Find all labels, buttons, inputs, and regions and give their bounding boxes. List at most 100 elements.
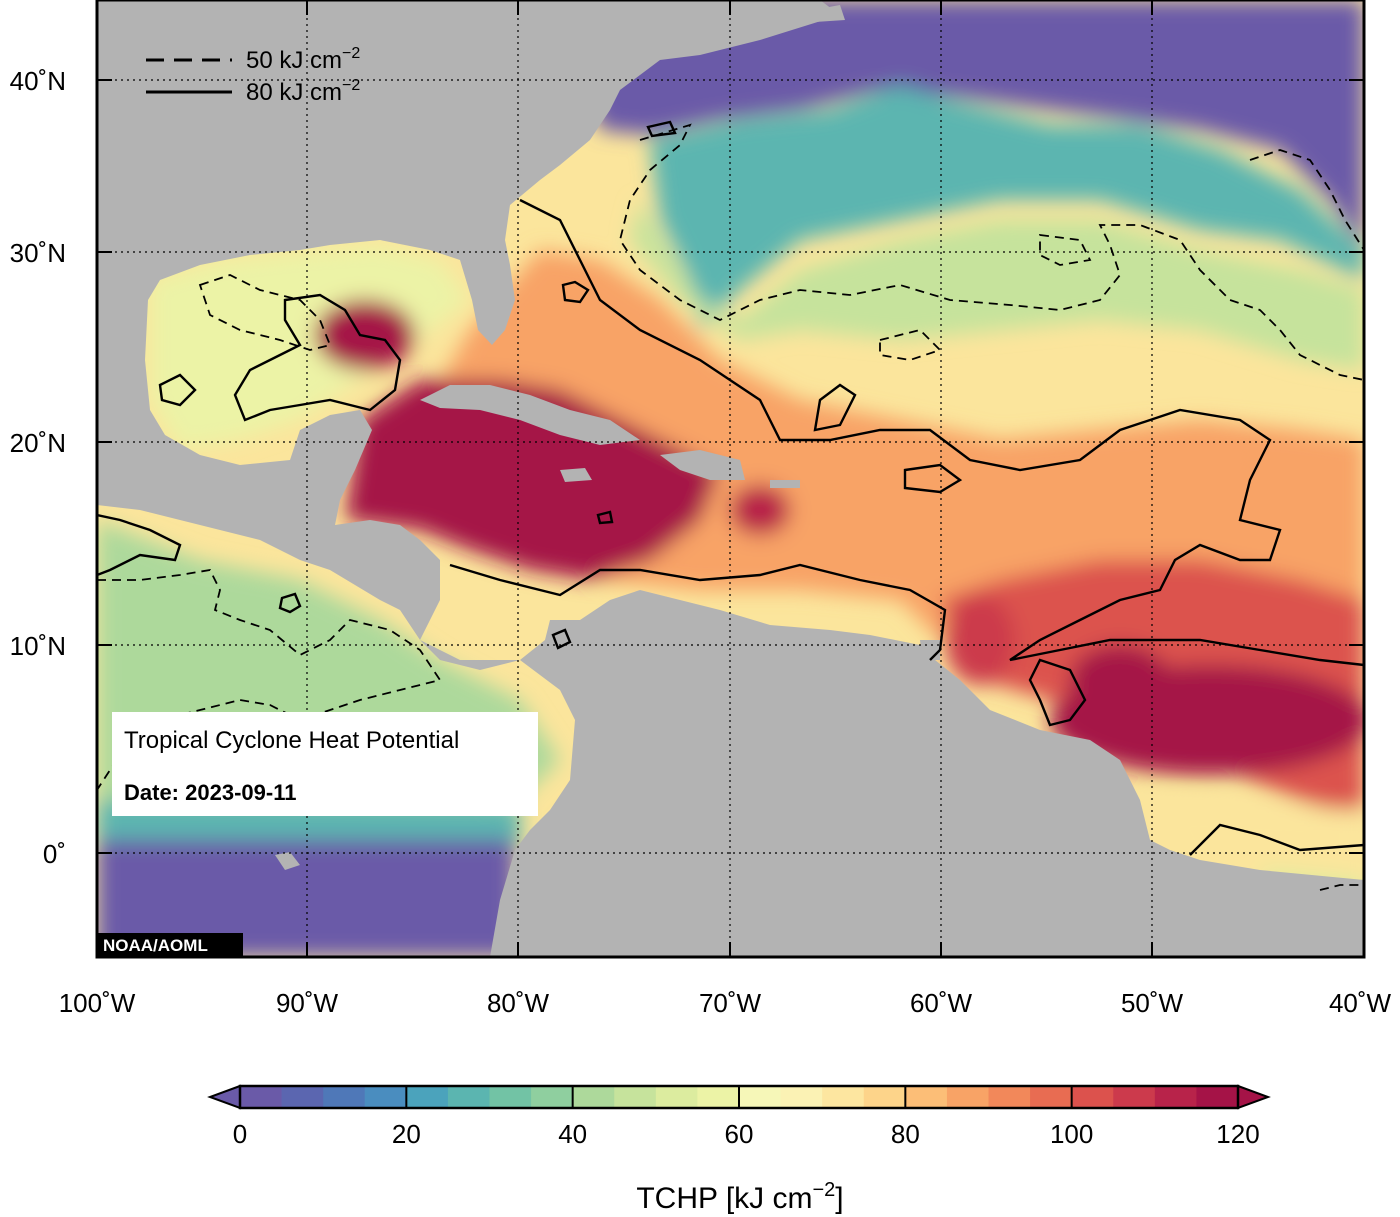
gulf-stream-teal — [650, 85, 1364, 330]
colorbar-cell — [406, 1086, 449, 1108]
colorbar-cell — [572, 1086, 615, 1108]
credit-box: NOAA/AOML — [98, 933, 243, 956]
colorbar-cell — [240, 1086, 283, 1108]
gulf-of-mexico-field — [150, 245, 470, 450]
colorbar-cell — [780, 1086, 823, 1108]
hot-core-antilles — [730, 485, 790, 535]
lat-label-0: 0˚ — [43, 839, 66, 869]
lon-label-90w: 90˚W — [276, 988, 339, 1018]
contours-80 — [97, 120, 1364, 856]
colorbar-tick-label: 100 — [1050, 1119, 1093, 1149]
lon-label-60w: 60˚W — [910, 988, 973, 1018]
info-box-bg — [112, 712, 538, 816]
lon-label-70w: 70˚W — [699, 988, 762, 1018]
axis-ticks — [97, 0, 1364, 957]
lat-label-40n: 40˚N — [10, 66, 66, 96]
contour-50-pacific — [97, 569, 442, 791]
lat-labels: 40˚N 30˚N 20˚N 10˚N 0˚ — [10, 66, 66, 869]
colorbar-cell — [1071, 1086, 1114, 1108]
colorbar-cell — [905, 1086, 948, 1108]
colorbar-tick-label: 0 — [233, 1119, 247, 1149]
contour-50-east-bottom — [1319, 884, 1364, 891]
gulf-stream-green — [630, 200, 1364, 370]
colorbar-cell — [281, 1086, 324, 1108]
colorbar-cell — [863, 1086, 906, 1108]
info-box: Tropical Cyclone Heat Potential Date: 20… — [112, 712, 538, 816]
contour-80-atlantic — [519, 198, 1364, 667]
colorbar-cell — [1196, 1086, 1239, 1108]
land-hispaniola — [660, 450, 745, 480]
colorbar-ticks: 0 20 40 60 80 100 120 — [233, 1086, 1260, 1149]
credit-text: NOAA/AOML — [103, 936, 208, 955]
contour-50-loop-2 — [879, 329, 942, 361]
colorbar: 0 20 40 60 80 100 120 TCHP [kJ cm−2] — [207, 1084, 1271, 1215]
lon-label-40w: 40˚W — [1329, 988, 1392, 1018]
legend-solid-label: 80 kJ cm−2 — [246, 77, 360, 106]
colorbar-cell — [946, 1086, 989, 1108]
credit-bg — [98, 933, 243, 956]
hot-core-guiana — [945, 595, 1015, 685]
land-puerto-rico — [770, 480, 800, 488]
colorbar-tick-label: 40 — [558, 1119, 587, 1149]
colorbar-cell — [697, 1086, 740, 1108]
contour-80-brazil — [1189, 823, 1364, 856]
colorbar-cell — [655, 1086, 698, 1108]
contour-80-small-2 — [813, 383, 857, 432]
contour-50-east — [1249, 149, 1364, 251]
contour-80-small-3 — [903, 463, 963, 494]
colorbar-tick-label: 20 — [392, 1119, 421, 1149]
colorbar-tick-label: 60 — [725, 1119, 754, 1149]
contour-80-small-6 — [646, 120, 677, 138]
colorbar-cell — [822, 1086, 865, 1108]
land — [97, 0, 1364, 957]
land-jamaica — [560, 468, 592, 482]
colorbar-cell — [323, 1086, 366, 1108]
colorbar-label: TCHP [kJ cm−2] — [636, 1179, 843, 1215]
pacific-cold — [97, 840, 515, 957]
lat-label-30n: 30˚N — [10, 238, 66, 268]
colorbar-under-arrow — [207, 1084, 241, 1110]
colorbar-cell — [614, 1086, 657, 1108]
colorbar-cell — [531, 1086, 574, 1108]
contour-50-loop-1 — [1039, 233, 1092, 266]
contour-80-gulf — [233, 293, 402, 422]
lat-label-10n: 10˚N — [10, 631, 66, 661]
land-cape-cod — [812, 5, 845, 22]
contour-80-pacific — [97, 513, 182, 577]
contour-50-gulf — [198, 274, 332, 351]
contour-80-pacific-loop — [278, 592, 302, 614]
lon-label-100w: 100˚W — [59, 988, 136, 1018]
land-cuba — [420, 385, 640, 445]
contour-80-small-5 — [596, 510, 614, 525]
contour-80-south — [1028, 658, 1087, 727]
cold-water-north — [560, 0, 1364, 250]
lon-label-80w: 80˚W — [487, 988, 550, 1018]
colorbar-cell — [1030, 1086, 1073, 1108]
info-title: Tropical Cyclone Heat Potential — [124, 727, 459, 754]
colorbar-cell — [447, 1086, 490, 1108]
colorbar-cell — [739, 1086, 782, 1108]
lat-label-20n: 20˚N — [10, 428, 66, 458]
colorbar-cell — [1154, 1086, 1197, 1108]
info-date: Date: 2023-09-11 — [124, 780, 296, 805]
land-north-america — [97, 0, 1364, 957]
colorbar-cell — [489, 1086, 532, 1108]
lon-labels: 100˚W 90˚W 80˚W 70˚W 60˚W 50˚W 40˚W — [59, 988, 1392, 1018]
colorbar-tick-label: 120 — [1216, 1119, 1259, 1149]
contour-80-small-4 — [551, 628, 572, 650]
contour-legend: 50 kJ cm−2 80 kJ cm−2 — [146, 45, 360, 106]
legend-dashed-label: 50 kJ cm−2 — [246, 45, 360, 74]
caribbean-hot-core — [345, 380, 720, 580]
gridlines — [97, 0, 1364, 957]
land-trinidad — [920, 640, 940, 660]
colorbar-cell — [364, 1086, 407, 1108]
colorbar-tick-label: 80 — [891, 1119, 920, 1149]
colorbar-cells — [240, 1086, 1239, 1108]
land-galapagos — [275, 852, 300, 870]
contour-80-small-1 — [561, 280, 590, 304]
colorbar-cell — [1113, 1086, 1156, 1108]
contours-50 — [97, 123, 1364, 891]
contour-80-gulf-loop — [158, 373, 197, 407]
colorbar-cell — [988, 1086, 1031, 1108]
